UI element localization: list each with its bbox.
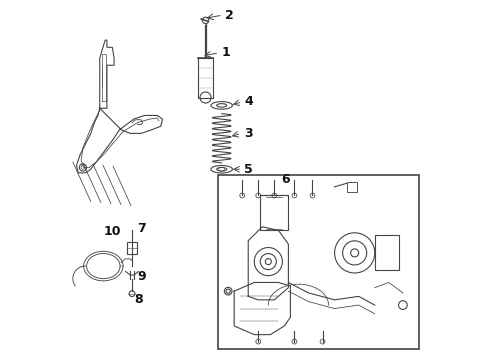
Bar: [260, 195, 289, 230]
Text: 4: 4: [245, 95, 253, 108]
Bar: [375, 235, 399, 270]
Bar: [126, 242, 137, 253]
Bar: [218, 175, 419, 348]
Text: 6: 6: [281, 173, 290, 186]
Text: 5: 5: [245, 163, 253, 176]
Text: 8: 8: [134, 293, 143, 306]
Bar: [346, 181, 357, 192]
Text: 3: 3: [244, 127, 252, 140]
Text: 7: 7: [137, 222, 146, 235]
Text: 10: 10: [103, 225, 121, 238]
Text: 9: 9: [137, 270, 146, 283]
Text: 1: 1: [221, 46, 230, 59]
Text: 2: 2: [225, 9, 234, 22]
